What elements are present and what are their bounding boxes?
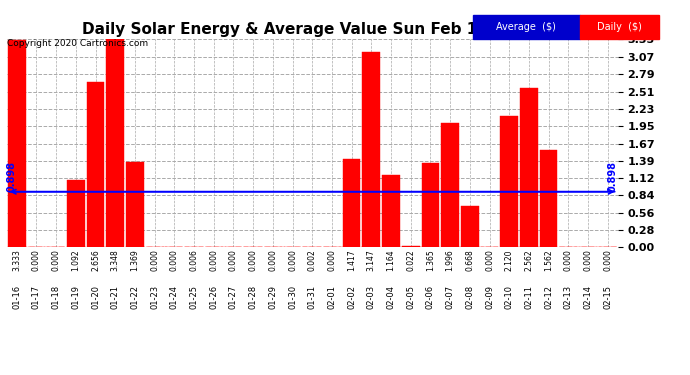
Text: 1.369: 1.369 <box>130 250 139 272</box>
Text: 02-04: 02-04 <box>386 285 395 309</box>
Text: 02-09: 02-09 <box>485 285 494 309</box>
Text: 02-08: 02-08 <box>465 285 474 309</box>
Text: Average  ($): Average ($) <box>496 22 556 32</box>
Text: 3.147: 3.147 <box>367 250 376 272</box>
Text: 02-10: 02-10 <box>504 285 514 309</box>
Bar <box>343 159 360 248</box>
Bar <box>520 88 538 248</box>
Text: 01-26: 01-26 <box>209 285 218 309</box>
Text: 01-19: 01-19 <box>71 285 80 309</box>
Text: 02-15: 02-15 <box>603 285 612 309</box>
Text: 02-12: 02-12 <box>544 285 553 309</box>
Text: 0.000: 0.000 <box>268 250 277 272</box>
Text: 02-07: 02-07 <box>446 285 455 309</box>
Text: 0.898: 0.898 <box>7 161 17 192</box>
Text: 01-27: 01-27 <box>229 285 238 309</box>
Text: 3.333: 3.333 <box>12 250 21 272</box>
Text: 02-05: 02-05 <box>406 285 415 309</box>
Bar <box>106 39 124 248</box>
Text: 1.365: 1.365 <box>426 250 435 272</box>
Text: 01-30: 01-30 <box>288 285 297 309</box>
Text: 1.417: 1.417 <box>347 250 356 271</box>
Text: 0.000: 0.000 <box>248 250 257 272</box>
Text: 01-20: 01-20 <box>91 285 100 309</box>
Text: 01-29: 01-29 <box>268 285 277 309</box>
Text: 01-18: 01-18 <box>52 285 61 309</box>
Text: 2.120: 2.120 <box>504 250 514 271</box>
Bar <box>67 180 85 248</box>
Text: 0.000: 0.000 <box>584 250 593 272</box>
Text: 01-31: 01-31 <box>308 285 317 309</box>
Bar <box>382 175 400 248</box>
Bar <box>540 150 558 248</box>
Text: 2.656: 2.656 <box>91 250 100 272</box>
Text: 0.668: 0.668 <box>465 250 474 272</box>
Text: 0.898: 0.898 <box>608 161 618 192</box>
Text: 01-22: 01-22 <box>130 285 139 309</box>
Text: 02-14: 02-14 <box>584 285 593 309</box>
Text: 0.000: 0.000 <box>32 250 41 272</box>
Bar <box>402 246 420 248</box>
Bar <box>441 123 459 248</box>
Text: 0.002: 0.002 <box>308 250 317 272</box>
Text: Copyright 2020 Cartronics.com: Copyright 2020 Cartronics.com <box>7 39 148 48</box>
Text: 0.000: 0.000 <box>564 250 573 272</box>
Text: 02-11: 02-11 <box>524 285 533 309</box>
Text: 1.164: 1.164 <box>386 250 395 271</box>
Title: Daily Solar Energy & Average Value Sun Feb 16 17:25: Daily Solar Energy & Average Value Sun F… <box>82 22 542 37</box>
Text: 02-03: 02-03 <box>367 285 376 309</box>
Text: 0.000: 0.000 <box>328 250 337 272</box>
Bar <box>8 40 26 248</box>
Text: 01-28: 01-28 <box>248 285 257 309</box>
Text: 0.000: 0.000 <box>170 250 179 272</box>
Bar <box>500 116 518 248</box>
Text: 01-21: 01-21 <box>110 285 120 309</box>
Bar <box>461 206 479 248</box>
Text: 02-02: 02-02 <box>347 285 356 309</box>
Text: 01-16: 01-16 <box>12 285 21 309</box>
Bar <box>362 52 380 248</box>
Text: 01-17: 01-17 <box>32 285 41 309</box>
Text: 0.000: 0.000 <box>150 250 159 272</box>
Text: 1.562: 1.562 <box>544 250 553 271</box>
Text: 02-06: 02-06 <box>426 285 435 309</box>
Text: 01-25: 01-25 <box>190 285 199 309</box>
Text: 01-24: 01-24 <box>170 285 179 309</box>
Text: 0.000: 0.000 <box>52 250 61 272</box>
Text: 2.562: 2.562 <box>524 250 533 271</box>
Bar <box>422 163 440 248</box>
Text: 0.000: 0.000 <box>288 250 297 272</box>
Text: Daily  ($): Daily ($) <box>597 22 642 32</box>
Bar <box>126 162 144 248</box>
Text: 0.000: 0.000 <box>209 250 218 272</box>
Bar <box>87 82 104 248</box>
Text: 3.348: 3.348 <box>110 250 120 272</box>
Text: 1.996: 1.996 <box>446 250 455 272</box>
Text: 1.092: 1.092 <box>71 250 80 271</box>
Text: 0.000: 0.000 <box>485 250 494 272</box>
Text: 01-23: 01-23 <box>150 285 159 309</box>
Text: 0.000: 0.000 <box>603 250 612 272</box>
Text: 02-01: 02-01 <box>328 285 337 309</box>
Text: 0.022: 0.022 <box>406 250 415 271</box>
Text: 02-13: 02-13 <box>564 285 573 309</box>
Text: 0.000: 0.000 <box>229 250 238 272</box>
Text: 0.006: 0.006 <box>190 250 199 272</box>
